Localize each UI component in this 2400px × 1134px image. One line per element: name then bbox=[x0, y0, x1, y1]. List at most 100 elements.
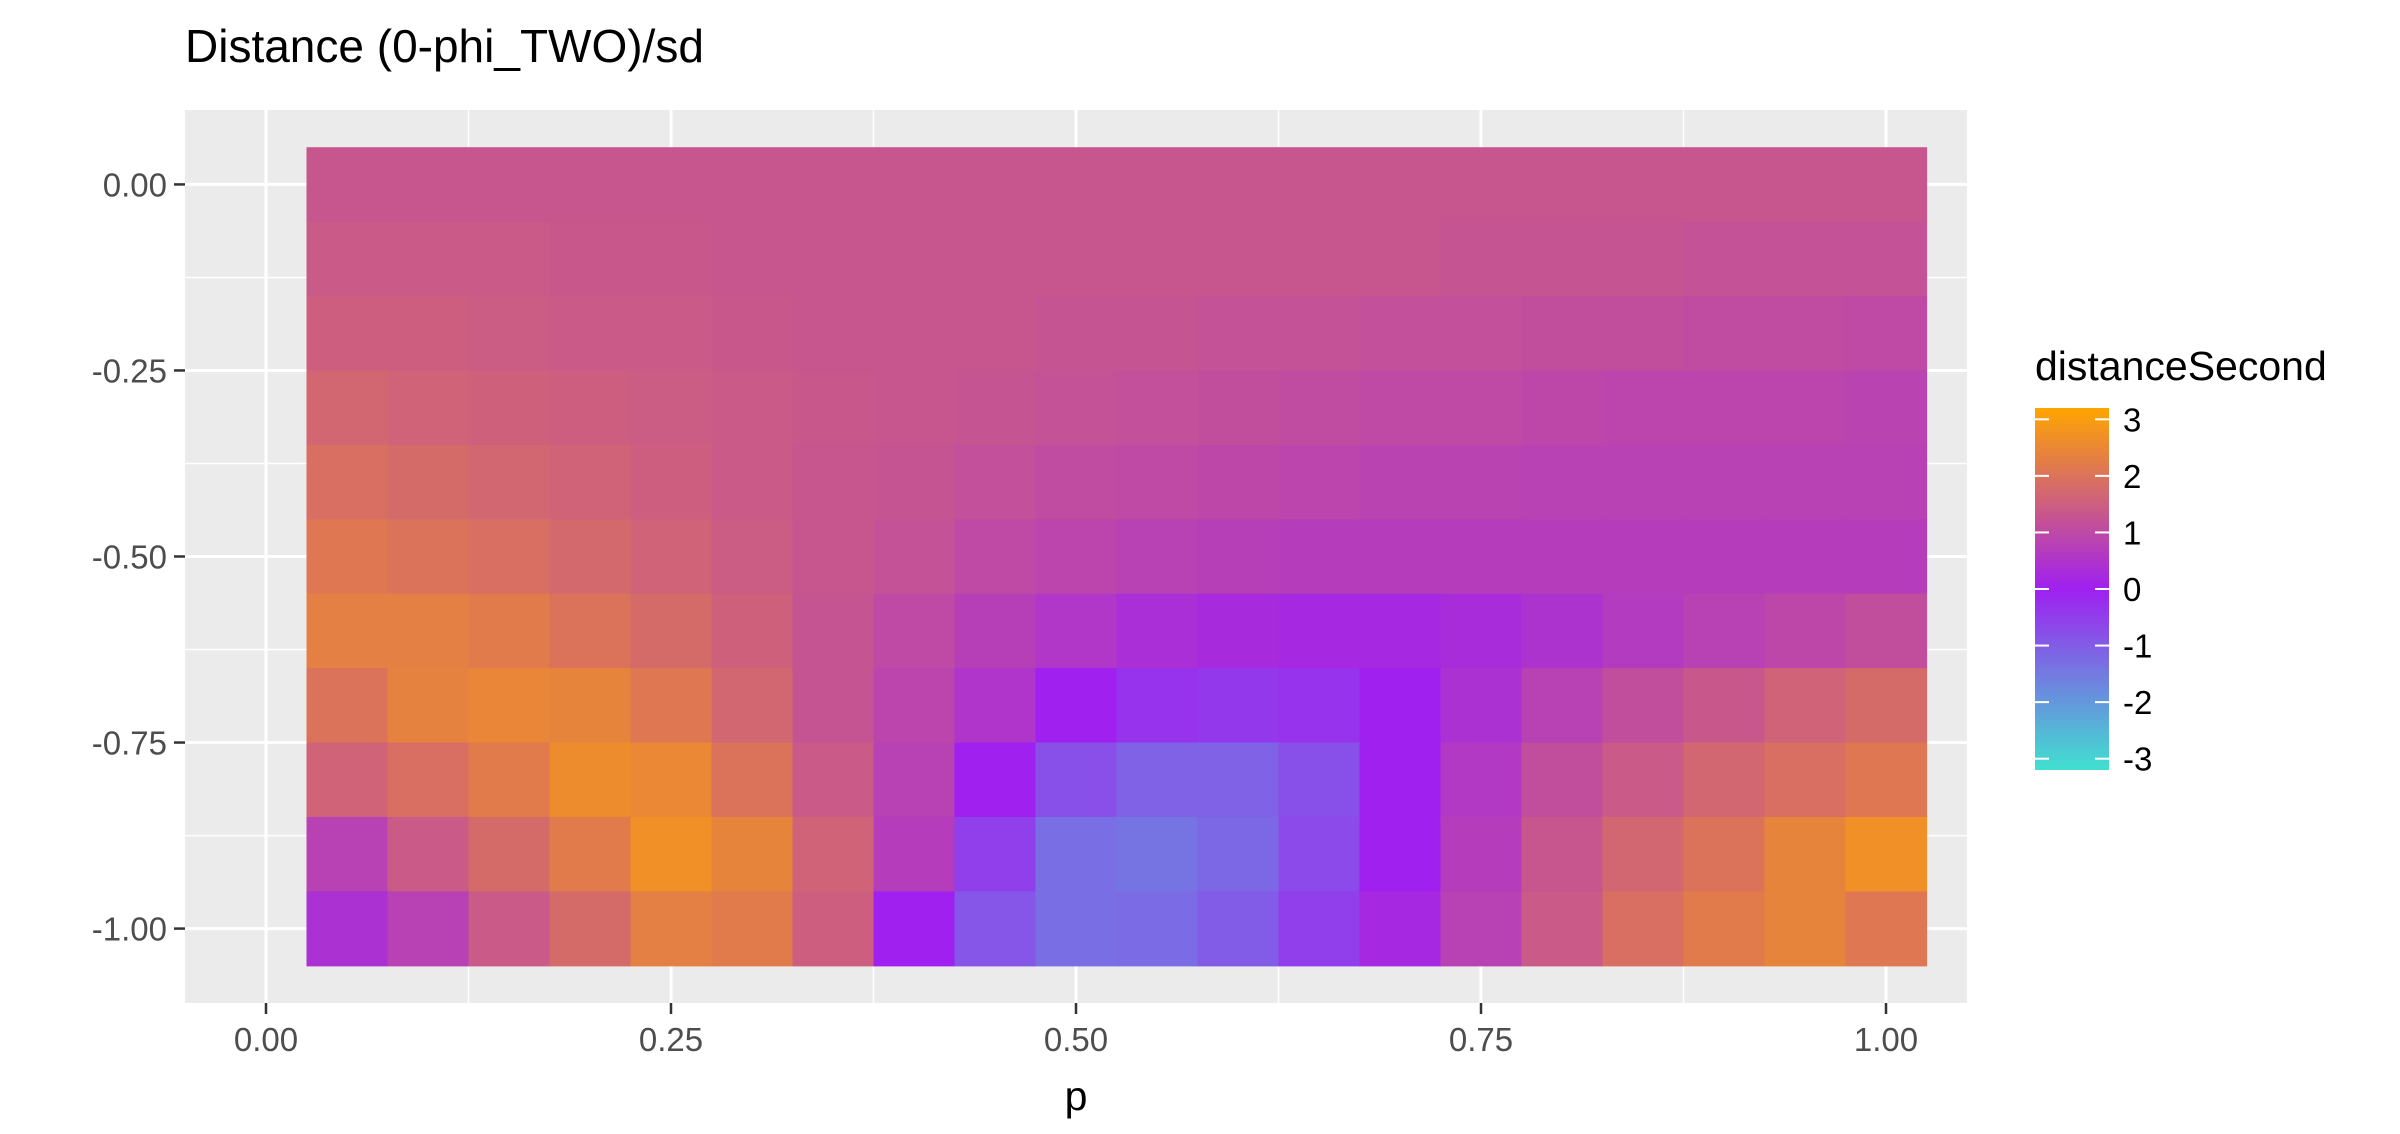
tile-r1-c7 bbox=[873, 221, 956, 297]
tile-r6-c8 bbox=[954, 593, 1037, 669]
tile-r7-c5 bbox=[711, 668, 794, 744]
tile-r9-c3 bbox=[549, 816, 632, 892]
x-tick-label-4: 1.00 bbox=[1854, 1021, 1918, 1058]
tile-r6-c10 bbox=[1116, 593, 1199, 669]
tile-r7-c16 bbox=[1602, 668, 1685, 744]
tile-r9-c0 bbox=[306, 816, 389, 892]
tile-r0-c2 bbox=[468, 147, 551, 223]
tile-r1-c12 bbox=[1278, 221, 1361, 297]
legend-label-1: 2 bbox=[2123, 458, 2141, 495]
tile-r1-c13 bbox=[1359, 221, 1442, 297]
tile-r10-c6 bbox=[792, 891, 875, 967]
tile-r0-c16 bbox=[1602, 147, 1685, 223]
tile-r5-c14 bbox=[1440, 519, 1523, 595]
tile-r10-c11 bbox=[1197, 891, 1280, 967]
tile-r8-c7 bbox=[873, 742, 956, 818]
x-tick-label-1: 0.25 bbox=[639, 1021, 703, 1058]
tile-r4-c19 bbox=[1845, 444, 1928, 520]
tile-r7-c1 bbox=[387, 668, 470, 744]
tile-r2-c7 bbox=[873, 296, 956, 372]
tile-r1-c8 bbox=[954, 221, 1037, 297]
tile-r6-c5 bbox=[711, 593, 794, 669]
tile-r9-c7 bbox=[873, 816, 956, 892]
tile-r10-c14 bbox=[1440, 891, 1523, 967]
tile-r9-c14 bbox=[1440, 816, 1523, 892]
tile-r9-c16 bbox=[1602, 816, 1685, 892]
tile-r0-c1 bbox=[387, 147, 470, 223]
tile-r7-c11 bbox=[1197, 668, 1280, 744]
tile-r3-c16 bbox=[1602, 370, 1685, 446]
tile-r10-c12 bbox=[1278, 891, 1361, 967]
tile-r8-c0 bbox=[306, 742, 389, 818]
tile-r8-c13 bbox=[1359, 742, 1442, 818]
tile-r7-c0 bbox=[306, 668, 389, 744]
tile-r1-c16 bbox=[1602, 221, 1685, 297]
tile-r1-c11 bbox=[1197, 221, 1280, 297]
tile-r4-c10 bbox=[1116, 444, 1199, 520]
tile-r1-c0 bbox=[306, 221, 389, 297]
tile-r1-c17 bbox=[1683, 221, 1766, 297]
tile-r3-c11 bbox=[1197, 370, 1280, 446]
tile-r3-c9 bbox=[1035, 370, 1118, 446]
tile-r6-c6 bbox=[792, 593, 875, 669]
tile-r2-c16 bbox=[1602, 296, 1685, 372]
y-tick-label-0: 0.00 bbox=[103, 166, 167, 203]
tile-r6-c15 bbox=[1521, 593, 1604, 669]
tile-r7-c19 bbox=[1845, 668, 1928, 744]
tile-r2-c0 bbox=[306, 296, 389, 372]
tile-r10-c4 bbox=[630, 891, 713, 967]
tile-r1-c10 bbox=[1116, 221, 1199, 297]
tile-r6-c9 bbox=[1035, 593, 1118, 669]
tile-r5-c5 bbox=[711, 519, 794, 595]
tile-r3-c18 bbox=[1764, 370, 1847, 446]
tile-r3-c12 bbox=[1278, 370, 1361, 446]
legend-label-4: -1 bbox=[2123, 628, 2152, 665]
tile-r3-c0 bbox=[306, 370, 389, 446]
tile-r2-c5 bbox=[711, 296, 794, 372]
tile-r1-c14 bbox=[1440, 221, 1523, 297]
tile-r6-c13 bbox=[1359, 593, 1442, 669]
tile-r0-c12 bbox=[1278, 147, 1361, 223]
chart-title: Distance (0-phi_TWO)/sd bbox=[185, 20, 704, 72]
tile-r0-c18 bbox=[1764, 147, 1847, 223]
tile-r2-c10 bbox=[1116, 296, 1199, 372]
tile-r6-c12 bbox=[1278, 593, 1361, 669]
tile-r9-c15 bbox=[1521, 816, 1604, 892]
tile-r4-c17 bbox=[1683, 444, 1766, 520]
tile-r6-c11 bbox=[1197, 593, 1280, 669]
tile-r10-c3 bbox=[549, 891, 632, 967]
tile-r8-c4 bbox=[630, 742, 713, 818]
tile-r7-c4 bbox=[630, 668, 713, 744]
tile-r4-c12 bbox=[1278, 444, 1361, 520]
tile-r8-c12 bbox=[1278, 742, 1361, 818]
tile-r2-c3 bbox=[549, 296, 632, 372]
tile-r4-c16 bbox=[1602, 444, 1685, 520]
tile-r4-c6 bbox=[792, 444, 875, 520]
tile-r9-c12 bbox=[1278, 816, 1361, 892]
tile-r8-c11 bbox=[1197, 742, 1280, 818]
tile-r5-c4 bbox=[630, 519, 713, 595]
tile-r10-c5 bbox=[711, 891, 794, 967]
tile-r4-c8 bbox=[954, 444, 1037, 520]
tile-r0-c4 bbox=[630, 147, 713, 223]
tile-r1-c4 bbox=[630, 221, 713, 297]
tile-r2-c19 bbox=[1845, 296, 1928, 372]
color-legend: distanceSecond 3 2 1 0 -1 -2 -3 bbox=[2035, 343, 2327, 778]
tile-r6-c3 bbox=[549, 593, 632, 669]
tile-r1-c3 bbox=[549, 221, 632, 297]
tile-r10-c17 bbox=[1683, 891, 1766, 967]
tile-r8-c10 bbox=[1116, 742, 1199, 818]
legend-label-3: 0 bbox=[2123, 571, 2141, 608]
tile-r4-c1 bbox=[387, 444, 470, 520]
tile-r2-c4 bbox=[630, 296, 713, 372]
tile-r10-c15 bbox=[1521, 891, 1604, 967]
tile-r0-c6 bbox=[792, 147, 875, 223]
tile-r3-c14 bbox=[1440, 370, 1523, 446]
tile-r3-c4 bbox=[630, 370, 713, 446]
tile-r9-c1 bbox=[387, 816, 470, 892]
y-axis: 0.00 -0.25 -0.50 -0.75 -1.00 bbox=[92, 166, 185, 948]
tile-r9-c8 bbox=[954, 816, 1037, 892]
tile-r1-c9 bbox=[1035, 221, 1118, 297]
tile-r1-c5 bbox=[711, 221, 794, 297]
heatmap-tiles bbox=[306, 147, 1928, 967]
